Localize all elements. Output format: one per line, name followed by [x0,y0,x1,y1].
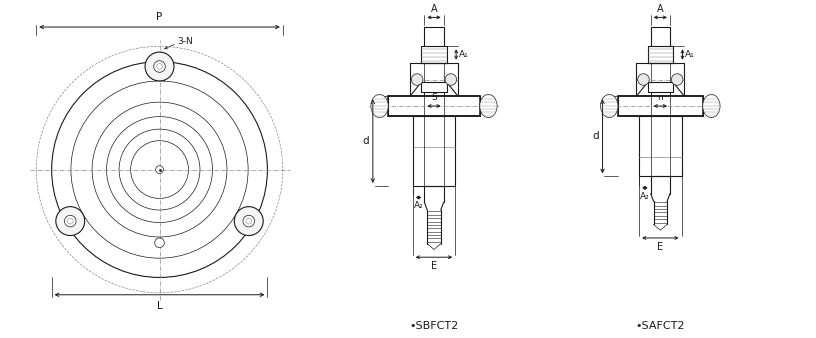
Circle shape [243,215,255,227]
Circle shape [55,207,85,236]
Text: 3-N: 3-N [177,37,193,46]
Circle shape [145,52,174,81]
Text: d: d [362,136,369,146]
Bar [648,46,673,63]
Bar [388,96,480,116]
Text: S: S [431,93,437,102]
Ellipse shape [480,94,497,118]
Ellipse shape [371,94,388,118]
Text: •SAFCT2: •SAFCT2 [636,320,685,331]
Circle shape [155,238,164,247]
Circle shape [64,215,76,227]
Ellipse shape [703,94,720,118]
Text: d: d [592,131,599,141]
Circle shape [637,74,650,85]
Bar [422,82,446,92]
Text: A₁: A₁ [685,50,695,59]
Circle shape [445,74,457,85]
Text: E: E [431,261,437,271]
Text: A: A [431,4,437,14]
Circle shape [234,207,264,236]
Circle shape [672,74,683,85]
Text: A₂: A₂ [640,192,650,201]
Circle shape [156,166,163,173]
Text: •SBFCT2: •SBFCT2 [410,320,459,331]
Text: L: L [157,300,162,311]
Text: P: P [157,12,162,22]
Bar [648,82,673,92]
Text: A₂: A₂ [414,201,424,210]
Bar [618,96,703,116]
Circle shape [153,61,166,72]
Text: n: n [658,93,663,102]
Ellipse shape [601,94,618,118]
Text: A₁: A₁ [459,50,469,59]
Text: E: E [657,242,663,252]
Text: A: A [657,4,663,14]
Bar [422,46,446,63]
Circle shape [411,74,423,85]
